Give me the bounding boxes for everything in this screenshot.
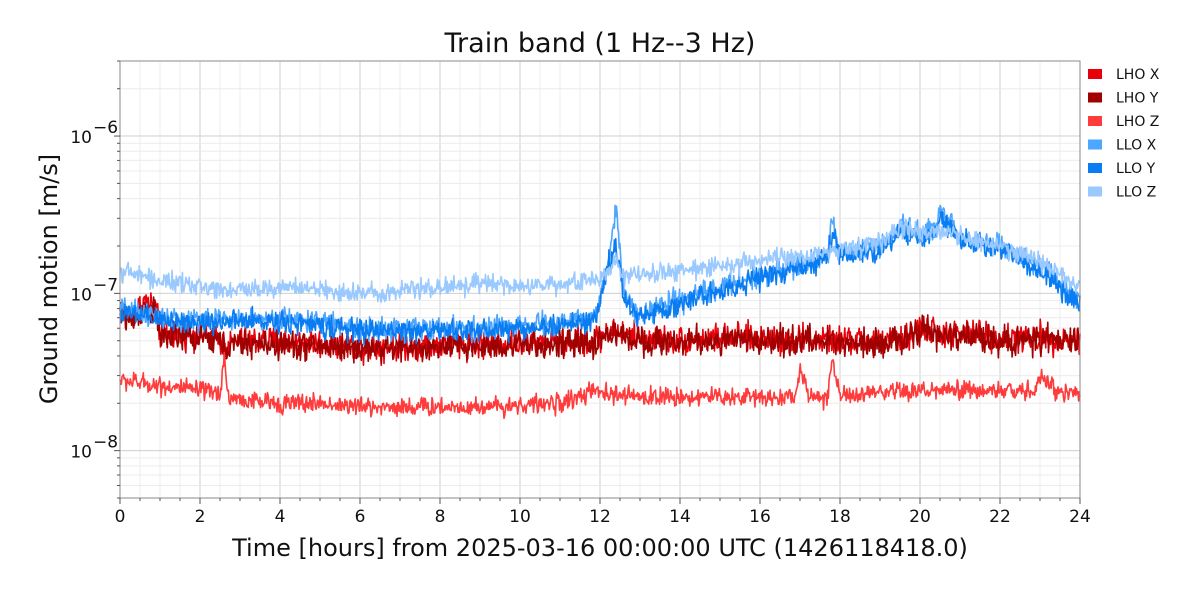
y-tick-exponent: −6	[93, 118, 118, 138]
x-tick-label: 18	[829, 507, 851, 527]
legend-swatch	[1088, 116, 1102, 126]
x-tick-label: 4	[275, 507, 286, 527]
y-tick-label: 10	[70, 128, 92, 148]
data-series	[119, 204, 1081, 420]
legend-label: LLO X	[1116, 138, 1157, 154]
x-tick-label: 2	[195, 507, 206, 527]
x-tick-label: 24	[1069, 507, 1091, 527]
legend-swatch	[1088, 92, 1102, 103]
x-tick-label: 20	[909, 507, 931, 527]
legend-label: LHO Y	[1116, 91, 1159, 107]
legend-label: LLO Y	[1116, 161, 1156, 177]
chart-title: Train band (1 Hz--3 Hz)	[444, 28, 756, 59]
x-tick-label: 14	[669, 507, 691, 527]
y-tick-label: 10	[70, 443, 92, 463]
legend-label: LLO Z	[1116, 185, 1156, 201]
legend-swatch	[1088, 163, 1102, 173]
legend-label: LHO X	[1116, 67, 1160, 83]
y-axis-label: Ground motion [m/s]	[35, 154, 63, 404]
y-tick-exponent: −7	[93, 275, 118, 295]
legend: LHO X LHO Y LHO Z LLO X LLO Y LLO Z	[1088, 67, 1160, 201]
legend-swatch	[1088, 139, 1102, 150]
series-line	[119, 218, 1081, 303]
legend-swatch	[1088, 69, 1102, 79]
series-line	[119, 296, 1081, 365]
legend-label: LHO Z	[1116, 114, 1159, 130]
legend-swatch	[1088, 186, 1102, 197]
x-tick-label: 16	[749, 507, 771, 527]
x-tick-label: 8	[435, 507, 446, 527]
x-tick-label: 0	[115, 507, 126, 527]
series-line	[119, 351, 1081, 420]
x-tick-label: 10	[509, 507, 531, 527]
y-tick-label: 10	[70, 285, 92, 305]
y-tick-exponent: −8	[93, 433, 118, 453]
x-tick-label: 22	[989, 507, 1011, 527]
x-axis-label: Time [hours] from 2025-03-16 00:00:00 UT…	[231, 534, 968, 562]
x-tick-label: 6	[355, 507, 366, 527]
x-tick-label: 12	[589, 507, 611, 527]
